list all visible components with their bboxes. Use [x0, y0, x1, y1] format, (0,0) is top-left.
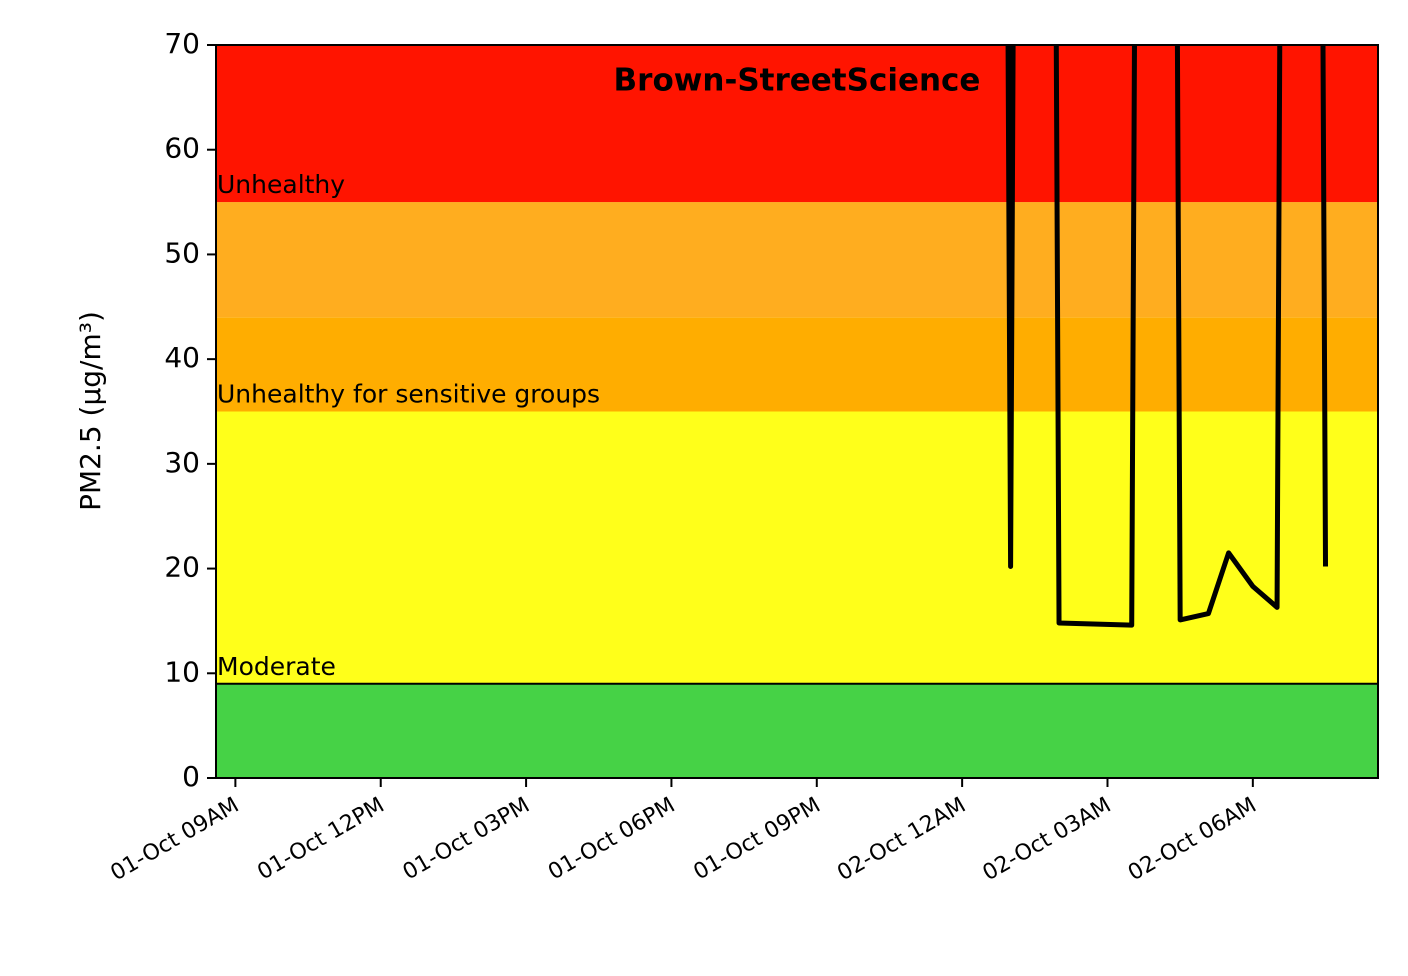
chart-title: Brown-StreetScience — [614, 63, 981, 99]
aqi-band — [216, 411, 1378, 684]
y-tick-label: 30 — [164, 446, 200, 479]
aqi-band — [216, 683, 1378, 778]
y-tick-label: 20 — [164, 551, 200, 584]
y-tick-label: 50 — [164, 236, 200, 269]
data-line — [1005, 45, 1329, 628]
x-tick-label: 02-Oct 06AM — [1124, 793, 1261, 886]
y-tick-label: 0 — [182, 760, 200, 793]
x-tick-label: 01-Oct 12PM — [253, 793, 388, 886]
band-label: Moderate — [217, 652, 336, 681]
x-tick-label: 01-Oct 09PM — [689, 793, 824, 886]
x-tick-label: 02-Oct 03AM — [979, 793, 1116, 886]
x-tick-label: 01-Oct 09AM — [107, 793, 244, 886]
x-tick-label: 02-Oct 12AM — [833, 793, 970, 886]
x-tick-label: 01-Oct 06PM — [544, 793, 679, 886]
aqi-band — [216, 317, 1378, 412]
y-tick-label: 60 — [164, 132, 200, 165]
band-label: Unhealthy for sensitive groups — [217, 380, 600, 409]
aqi-band — [216, 202, 1378, 318]
x-tick-label: 01-Oct 03PM — [399, 793, 534, 886]
aqi-band — [216, 45, 1378, 203]
band-label: Unhealthy — [217, 170, 345, 199]
y-tick-label: 40 — [164, 341, 200, 374]
y-tick-label: 10 — [164, 655, 200, 688]
plot-frame — [215, 44, 1379, 779]
y-axis-label: PM2.5 (µg/m³) — [74, 311, 107, 511]
y-tick-label: 70 — [164, 27, 200, 60]
